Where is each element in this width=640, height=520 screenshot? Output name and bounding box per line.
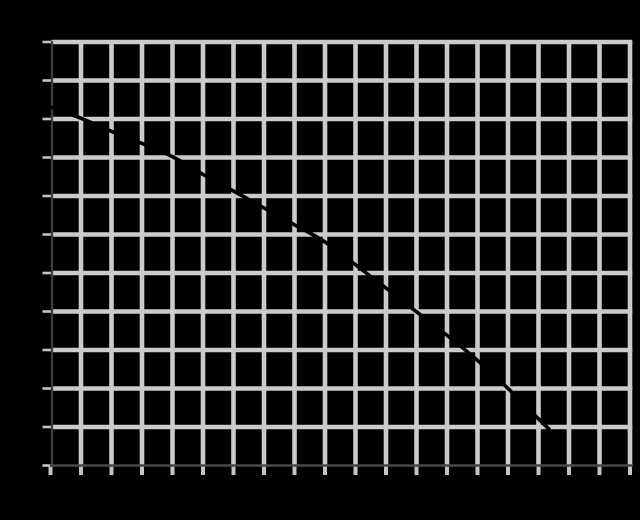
- data-series: [48, 105, 551, 431]
- vertical-gridlines: [78, 41, 633, 466]
- series-line-descending-concave-curve: [48, 105, 551, 431]
- horizontal-gridlines: [51, 39, 633, 430]
- x-axis-ticks: [48, 465, 632, 475]
- axes-spines: [49, 41, 633, 467]
- y-axis-ticks: [42, 40, 52, 467]
